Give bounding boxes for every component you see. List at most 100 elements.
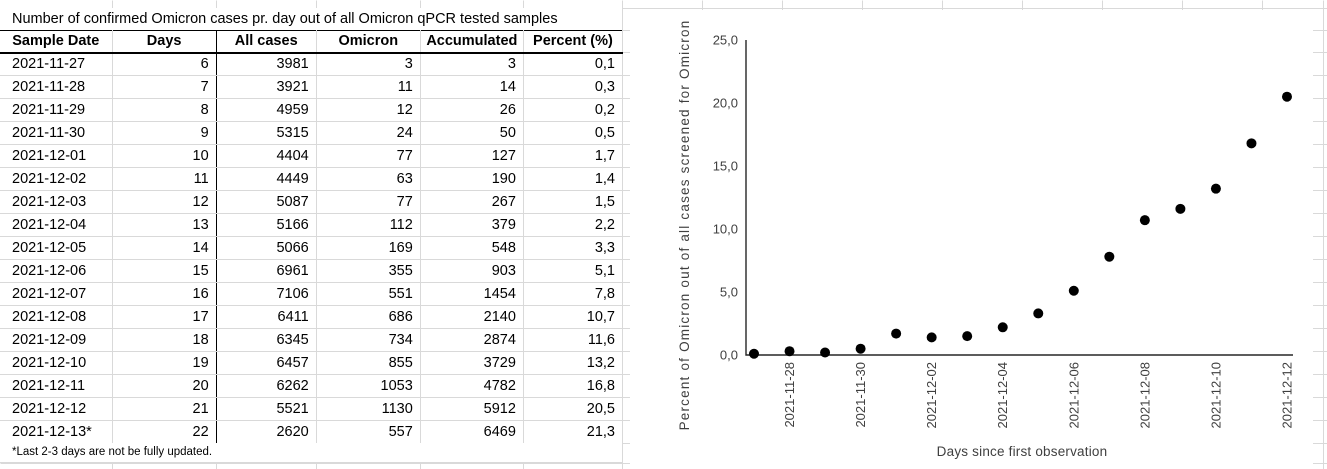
value-cell[interactable]: 19 (112, 351, 217, 375)
value-cell[interactable]: 0,1 (523, 52, 624, 76)
value-cell[interactable]: 21,3 (523, 420, 624, 444)
value-cell[interactable]: 7 (112, 75, 217, 99)
value-cell[interactable]: 77 (316, 190, 421, 214)
value-cell[interactable]: 12 (316, 98, 421, 122)
value-cell[interactable]: 169 (316, 236, 421, 260)
value-cell[interactable]: 6 (112, 52, 217, 76)
footnote-cell[interactable]: *Last 2-3 days are not be fully updated. (0, 443, 622, 463)
date-cell[interactable]: 2021-11-30 (0, 121, 113, 145)
value-cell[interactable]: 10 (112, 144, 217, 168)
date-cell[interactable]: 2021-12-04 (0, 213, 113, 237)
value-cell[interactable]: 1053 (316, 374, 421, 398)
date-cell[interactable]: 2021-12-11 (0, 374, 113, 398)
value-cell[interactable]: 548 (420, 236, 524, 260)
column-header-all-cases[interactable]: All cases (216, 30, 317, 54)
date-cell[interactable]: 2021-12-03 (0, 190, 113, 214)
date-cell[interactable]: 2021-11-27 (0, 52, 113, 76)
value-cell[interactable]: 7,8 (523, 282, 624, 306)
value-cell[interactable]: 6961 (216, 259, 317, 283)
value-cell[interactable]: 12 (112, 190, 217, 214)
date-cell[interactable]: 2021-12-09 (0, 328, 113, 352)
value-cell[interactable]: 0,5 (523, 121, 624, 145)
value-cell[interactable]: 9 (112, 121, 217, 145)
value-cell[interactable]: 5166 (216, 213, 317, 237)
value-cell[interactable]: 0,2 (523, 98, 624, 122)
value-cell[interactable]: 734 (316, 328, 421, 352)
value-cell[interactable]: 16 (112, 282, 217, 306)
value-cell[interactable]: 379 (420, 213, 524, 237)
value-cell[interactable]: 11,6 (523, 328, 624, 352)
value-cell[interactable]: 3,3 (523, 236, 624, 260)
value-cell[interactable]: 17 (112, 305, 217, 329)
date-cell[interactable]: 2021-11-28 (0, 75, 113, 99)
date-cell[interactable]: 2021-12-02 (0, 167, 113, 191)
value-cell[interactable]: 8 (112, 98, 217, 122)
column-header-days[interactable]: Days (112, 30, 217, 54)
date-cell[interactable]: 2021-12-06 (0, 259, 113, 283)
value-cell[interactable]: 190 (420, 167, 524, 191)
value-cell[interactable]: 13 (112, 213, 217, 237)
column-header-sample-date[interactable]: Sample Date (0, 30, 113, 54)
value-cell[interactable]: 1130 (316, 397, 421, 421)
value-cell[interactable]: 5087 (216, 190, 317, 214)
value-cell[interactable]: 267 (420, 190, 524, 214)
value-cell[interactable]: 2140 (420, 305, 524, 329)
value-cell[interactable]: 3921 (216, 75, 317, 99)
value-cell[interactable]: 1,4 (523, 167, 624, 191)
value-cell[interactable]: 10,7 (523, 305, 624, 329)
value-cell[interactable]: 6345 (216, 328, 317, 352)
value-cell[interactable]: 26 (420, 98, 524, 122)
value-cell[interactable]: 63 (316, 167, 421, 191)
value-cell[interactable]: 11 (112, 167, 217, 191)
value-cell[interactable]: 5521 (216, 397, 317, 421)
value-cell[interactable]: 4782 (420, 374, 524, 398)
value-cell[interactable]: 14 (420, 75, 524, 99)
value-cell[interactable]: 855 (316, 351, 421, 375)
date-cell[interactable]: 2021-12-10 (0, 351, 113, 375)
value-cell[interactable]: 6457 (216, 351, 317, 375)
value-cell[interactable]: 355 (316, 259, 421, 283)
value-cell[interactable]: 551 (316, 282, 421, 306)
value-cell[interactable]: 22 (112, 420, 217, 444)
value-cell[interactable]: 4449 (216, 167, 317, 191)
value-cell[interactable]: 14 (112, 236, 217, 260)
value-cell[interactable]: 20,5 (523, 397, 624, 421)
value-cell[interactable]: 13,2 (523, 351, 624, 375)
value-cell[interactable]: 11 (316, 75, 421, 99)
value-cell[interactable]: 6411 (216, 305, 317, 329)
column-header-accumulated[interactable]: Accumulated (420, 30, 524, 54)
value-cell[interactable]: 3981 (216, 52, 317, 76)
date-cell[interactable]: 2021-12-07 (0, 282, 113, 306)
value-cell[interactable]: 6469 (420, 420, 524, 444)
value-cell[interactable]: 5912 (420, 397, 524, 421)
value-cell[interactable]: 1,5 (523, 190, 624, 214)
value-cell[interactable]: 557 (316, 420, 421, 444)
date-cell[interactable]: 2021-11-29 (0, 98, 113, 122)
value-cell[interactable]: 5315 (216, 121, 317, 145)
date-cell[interactable]: 2021-12-08 (0, 305, 113, 329)
value-cell[interactable]: 15 (112, 259, 217, 283)
date-cell[interactable]: 2021-12-13* (0, 420, 113, 444)
value-cell[interactable]: 686 (316, 305, 421, 329)
value-cell[interactable]: 77 (316, 144, 421, 168)
date-cell[interactable]: 2021-12-01 (0, 144, 113, 168)
value-cell[interactable]: 2620 (216, 420, 317, 444)
value-cell[interactable]: 3 (316, 52, 421, 76)
table-title-cell[interactable]: Number of confirmed Omicron cases pr. da… (0, 8, 622, 30)
date-cell[interactable]: 2021-12-05 (0, 236, 113, 260)
value-cell[interactable]: 6262 (216, 374, 317, 398)
value-cell[interactable]: 16,8 (523, 374, 624, 398)
date-cell[interactable]: 2021-12-12 (0, 397, 113, 421)
value-cell[interactable]: 5,1 (523, 259, 624, 283)
omicron-chart[interactable]: 0,0 5,0 10,0 15,0 20,0 25,0 2021-11-28 2021-11-… (630, 10, 1313, 469)
value-cell[interactable]: 21 (112, 397, 217, 421)
value-cell[interactable]: 7106 (216, 282, 317, 306)
value-cell[interactable]: 4959 (216, 98, 317, 122)
value-cell[interactable]: 0,3 (523, 75, 624, 99)
value-cell[interactable]: 4404 (216, 144, 317, 168)
value-cell[interactable]: 5066 (216, 236, 317, 260)
value-cell[interactable]: 1,7 (523, 144, 624, 168)
column-header-percent[interactable]: Percent (%) (523, 30, 624, 54)
value-cell[interactable]: 127 (420, 144, 524, 168)
value-cell[interactable]: 3 (420, 52, 524, 76)
